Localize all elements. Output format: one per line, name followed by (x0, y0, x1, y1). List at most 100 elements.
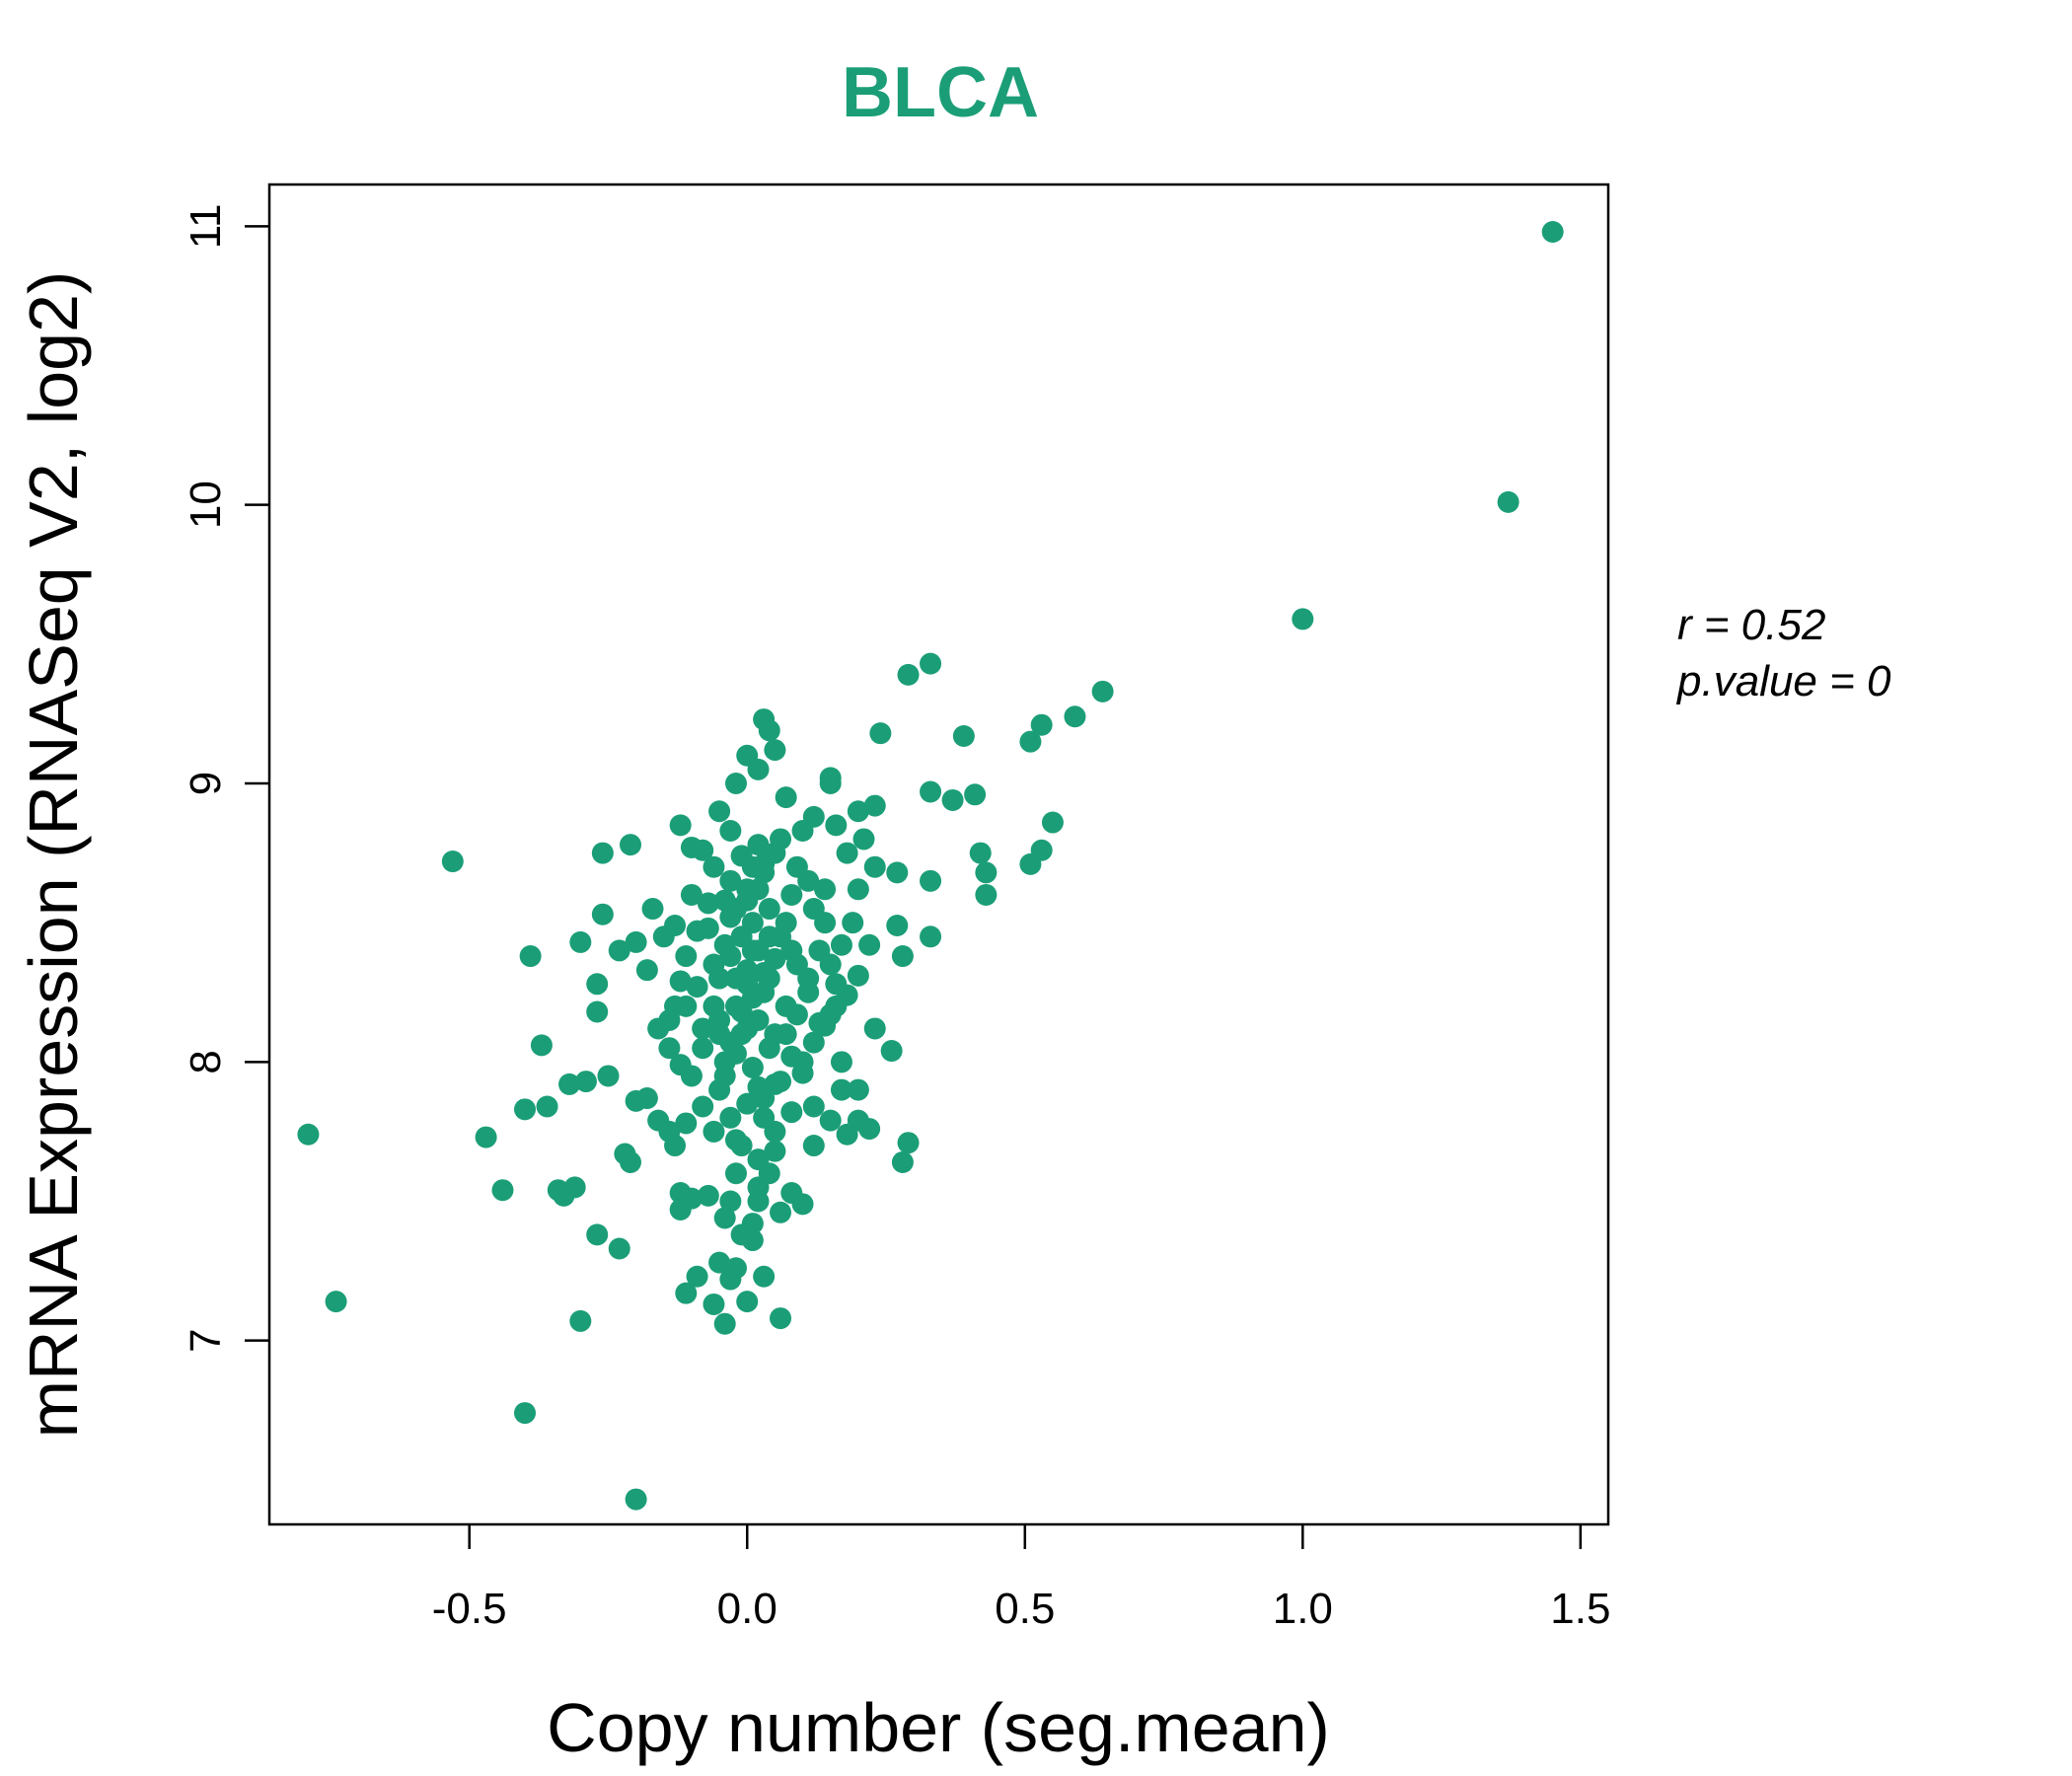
data-point (569, 930, 592, 953)
data-point (441, 851, 464, 873)
data-point (863, 794, 886, 817)
data-point (703, 855, 725, 878)
data-point (741, 1056, 764, 1078)
data-point (597, 1065, 620, 1087)
data-point (891, 945, 914, 968)
data-point (680, 1065, 703, 1087)
data-point (920, 780, 942, 803)
data-point (619, 1150, 641, 1173)
data-point (736, 1291, 759, 1313)
data-point (819, 1003, 842, 1026)
data-point (297, 1123, 320, 1146)
data-point (475, 1126, 497, 1148)
data-point (591, 842, 614, 864)
data-point (675, 995, 698, 1017)
data-point (514, 1402, 537, 1425)
data-point (724, 1129, 747, 1151)
data-point (753, 1106, 776, 1129)
data-point (747, 1176, 770, 1199)
plot-frame (267, 183, 1610, 1526)
data-point (785, 1003, 808, 1026)
data-point (747, 758, 770, 780)
data-point (619, 834, 641, 856)
data-point (1091, 680, 1114, 703)
data-point (791, 1062, 814, 1084)
data-point (775, 786, 797, 809)
data-point (675, 1282, 698, 1304)
data-point (703, 995, 725, 1017)
data-point (713, 1207, 736, 1229)
data-point (814, 878, 837, 901)
data-point (686, 976, 708, 999)
data-point (941, 788, 964, 811)
data-point (625, 1488, 647, 1511)
data-point (819, 767, 842, 789)
data-point (825, 814, 848, 837)
data-point (764, 1140, 786, 1162)
data-point (724, 1257, 747, 1280)
data-point (758, 1037, 780, 1060)
data-point (847, 1078, 869, 1101)
data-point (1041, 811, 1064, 834)
data-point (1064, 705, 1086, 728)
data-point (770, 1201, 792, 1223)
data-point (563, 1176, 586, 1199)
chart-title: BLCA (842, 53, 1039, 132)
data-point (770, 1307, 792, 1330)
data-point (692, 1037, 714, 1060)
data-point (791, 1193, 814, 1216)
data-point (847, 964, 869, 987)
data-point (669, 1198, 692, 1221)
data-point (697, 1184, 719, 1207)
data-point (886, 861, 909, 884)
data-point (736, 973, 759, 996)
data-point (708, 800, 731, 823)
data-point (536, 1095, 558, 1118)
data-point (574, 1071, 597, 1093)
data-point (764, 1073, 786, 1095)
data-point (802, 898, 825, 921)
y-tick-label: 8 (182, 1050, 230, 1073)
data-point (730, 925, 753, 948)
data-point (825, 973, 848, 996)
data-point (692, 839, 714, 861)
data-point (641, 898, 664, 921)
data-point (747, 834, 770, 856)
data-point (869, 722, 892, 745)
data-point (697, 917, 719, 939)
x-tick-label: 0.5 (995, 1585, 1055, 1633)
data-point (847, 800, 869, 823)
y-axis-title: mRNA Expression (RNASeq V2, log2) (15, 271, 92, 1439)
data-point (675, 945, 698, 968)
data-points (297, 220, 1564, 1511)
data-point (830, 1078, 852, 1101)
data-point (802, 1031, 825, 1054)
data-point (692, 1017, 714, 1040)
x-tick-label: 0.0 (717, 1585, 777, 1633)
data-point (964, 783, 987, 806)
data-point (758, 719, 780, 742)
data-point (764, 739, 786, 762)
data-point (703, 1120, 725, 1143)
data-point (920, 869, 942, 892)
data-point (758, 898, 780, 921)
data-point (780, 1045, 803, 1068)
data-point (713, 1312, 736, 1335)
data-point (747, 1148, 770, 1171)
data-point (758, 925, 780, 948)
data-point (1019, 852, 1042, 875)
data-point (658, 1037, 681, 1060)
data-point (591, 903, 614, 925)
data-point (664, 1135, 687, 1157)
data-point (753, 1265, 776, 1288)
data-point (1019, 730, 1042, 753)
data-point (658, 1008, 681, 1031)
data-point (780, 939, 803, 962)
data-point (836, 842, 858, 864)
x-tick-label: 1.5 (1550, 1585, 1610, 1633)
x-axis-title: Copy number (seg.mean) (547, 1689, 1330, 1766)
data-point (558, 1073, 581, 1095)
data-point (736, 1092, 759, 1115)
x-tick-label: -0.5 (432, 1585, 507, 1633)
data-point (608, 939, 630, 962)
